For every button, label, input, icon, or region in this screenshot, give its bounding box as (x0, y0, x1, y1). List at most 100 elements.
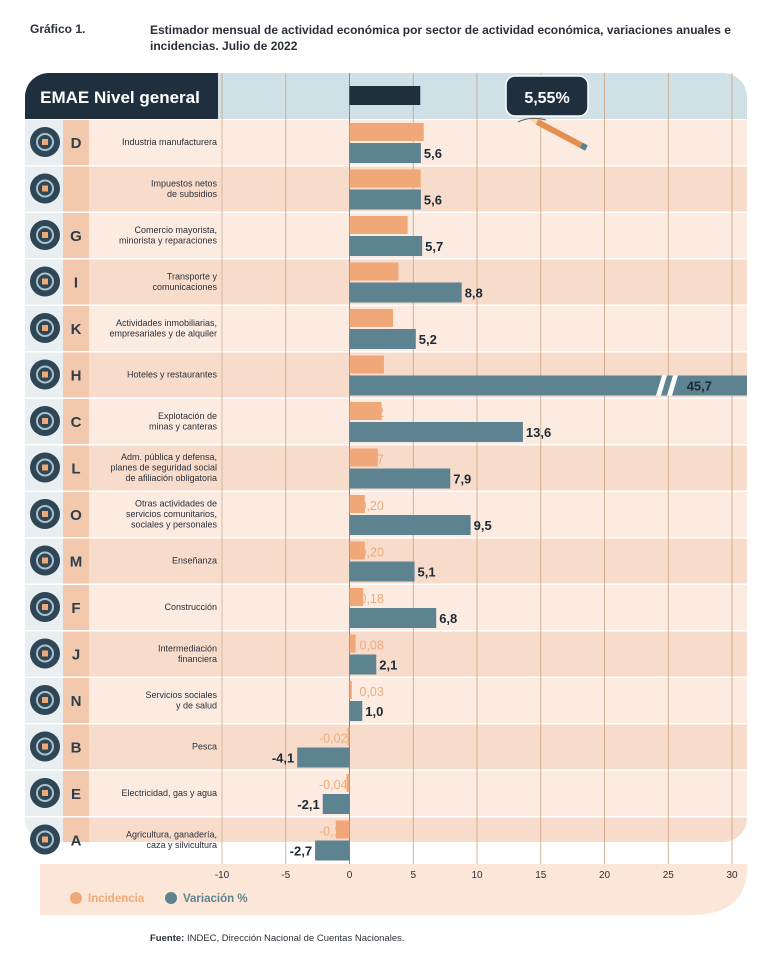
sector-row: A Agricultura, ganadería,caza y silvicult… (30, 820, 350, 861)
sector-name: Pesca (192, 742, 217, 752)
incidencia-bar (335, 820, 350, 839)
incidencia-label: 0,57 (360, 313, 384, 327)
incidencia-label: 0,03 (360, 685, 384, 699)
row-band (25, 724, 747, 770)
variacion-label: 5,2 (419, 332, 437, 347)
sector-name: minas y canteras (149, 421, 218, 431)
icon-accent (42, 790, 48, 796)
variacion-bar (349, 143, 421, 163)
sector-name: y de salud (176, 700, 217, 710)
sector-name: Electricidad, gas y agua (121, 788, 217, 798)
incidencia-label: 0,20 (360, 499, 384, 513)
letter-cell (63, 445, 89, 491)
incidencia-bar (349, 448, 378, 467)
variacion-bar (349, 236, 423, 256)
legend-swatch-variacion (165, 892, 177, 904)
sector-name: financiera (178, 654, 217, 664)
sector-name: Transporte y (167, 271, 218, 281)
sector-row: H Hoteles y restaurantes 0,45 45,7 (30, 355, 747, 396)
legend-label-variacion: Variación % (183, 893, 248, 905)
incidencia-bar (349, 169, 421, 188)
letter-cell (63, 631, 89, 677)
truck-antenna-icon (30, 266, 60, 297)
icon-mark (36, 365, 54, 384)
sector-row: D Industria manufacturera 0,97 5,6 (30, 123, 442, 163)
incidencia-label: -0,02 (319, 732, 348, 746)
sector-row: B Pesca -0,02 -4,1 (30, 727, 350, 768)
hotel-icon (30, 359, 60, 390)
incidencia-label: 0,64 (360, 267, 384, 281)
incidencia-label: 0,42 (360, 406, 384, 420)
sector-code: F (71, 600, 80, 617)
letter-cell (63, 492, 89, 537)
sector-code: C (71, 414, 82, 431)
icon-accent (42, 371, 48, 378)
letter-cell (63, 538, 89, 584)
legend-label-incidencia: Incidencia (88, 893, 145, 905)
variacion-label: 5,6 (424, 193, 442, 208)
icon-mark (36, 458, 54, 477)
sector-name: de afiliación obligatoria (125, 473, 217, 483)
incidencia-label: 0,20 (360, 546, 384, 560)
incidencia-bar (349, 588, 364, 606)
letter-cell (63, 213, 89, 258)
letter-cell (63, 771, 89, 816)
sector-code: K (71, 321, 82, 338)
icon-accent (42, 325, 48, 331)
pencil-eraser (579, 142, 588, 151)
icon-accent (42, 278, 48, 285)
icon-accent (42, 650, 48, 657)
variacion-label: 13,6 (526, 425, 551, 440)
header-label-block (25, 73, 218, 119)
incidencia-label: 0,93 (360, 174, 384, 188)
variacion-label: 9,5 (474, 518, 492, 533)
variacion-label: 2,1 (379, 658, 397, 673)
sector-name: Adm. pública y defensa, (121, 452, 217, 462)
sector-name: comunicaciones (152, 282, 217, 292)
incidencia-bar (349, 495, 365, 513)
x-tick-label: 5 (410, 870, 416, 881)
fishing-icon (30, 731, 60, 762)
sector-code: A (71, 833, 82, 850)
row-band (25, 678, 747, 723)
variacion-label: 5,7 (425, 239, 443, 254)
education-icon (30, 545, 60, 576)
variacion-bar (349, 515, 471, 535)
sector-name: de subsidios (167, 189, 218, 199)
header-value-label: 5,55% (524, 90, 569, 107)
x-tick-label: -10 (215, 870, 230, 881)
sector-code: G (70, 228, 82, 245)
variacion-bar (349, 701, 363, 721)
letter-cell (63, 399, 89, 444)
variacion-bar (349, 422, 523, 442)
sector-row: L Adm. pública y defensa,planes de seguri… (30, 448, 471, 489)
sector-code: M (70, 554, 83, 571)
variacion-bar (349, 282, 462, 303)
x-tick-label: -5 (281, 870, 290, 881)
icon-mark (36, 737, 54, 756)
incidencia-label: -0,18 (319, 825, 348, 839)
incidencia-label: 0,18 (360, 592, 384, 606)
sector-name: empresariales y de alquiler (109, 328, 217, 338)
pencil-body (535, 119, 583, 148)
letter-cell (63, 120, 89, 165)
incidencia-bar (349, 262, 399, 281)
sector-code: E (71, 786, 81, 803)
icon-accent (42, 743, 48, 750)
variacion-label: 45,7 (687, 379, 712, 394)
icon-accent (42, 464, 48, 471)
real-estate-icon (30, 313, 60, 343)
incidencia-label: -0,04 (319, 778, 348, 792)
community-services-icon (30, 499, 60, 529)
row-band (25, 631, 747, 677)
icon-accent (42, 557, 48, 564)
header-value-box (505, 75, 589, 117)
x-tick-label: 0 (347, 870, 353, 881)
variacion-label: -4,1 (272, 751, 294, 766)
break-mark (656, 375, 667, 396)
sector-name: Servicios sociales (145, 690, 217, 700)
